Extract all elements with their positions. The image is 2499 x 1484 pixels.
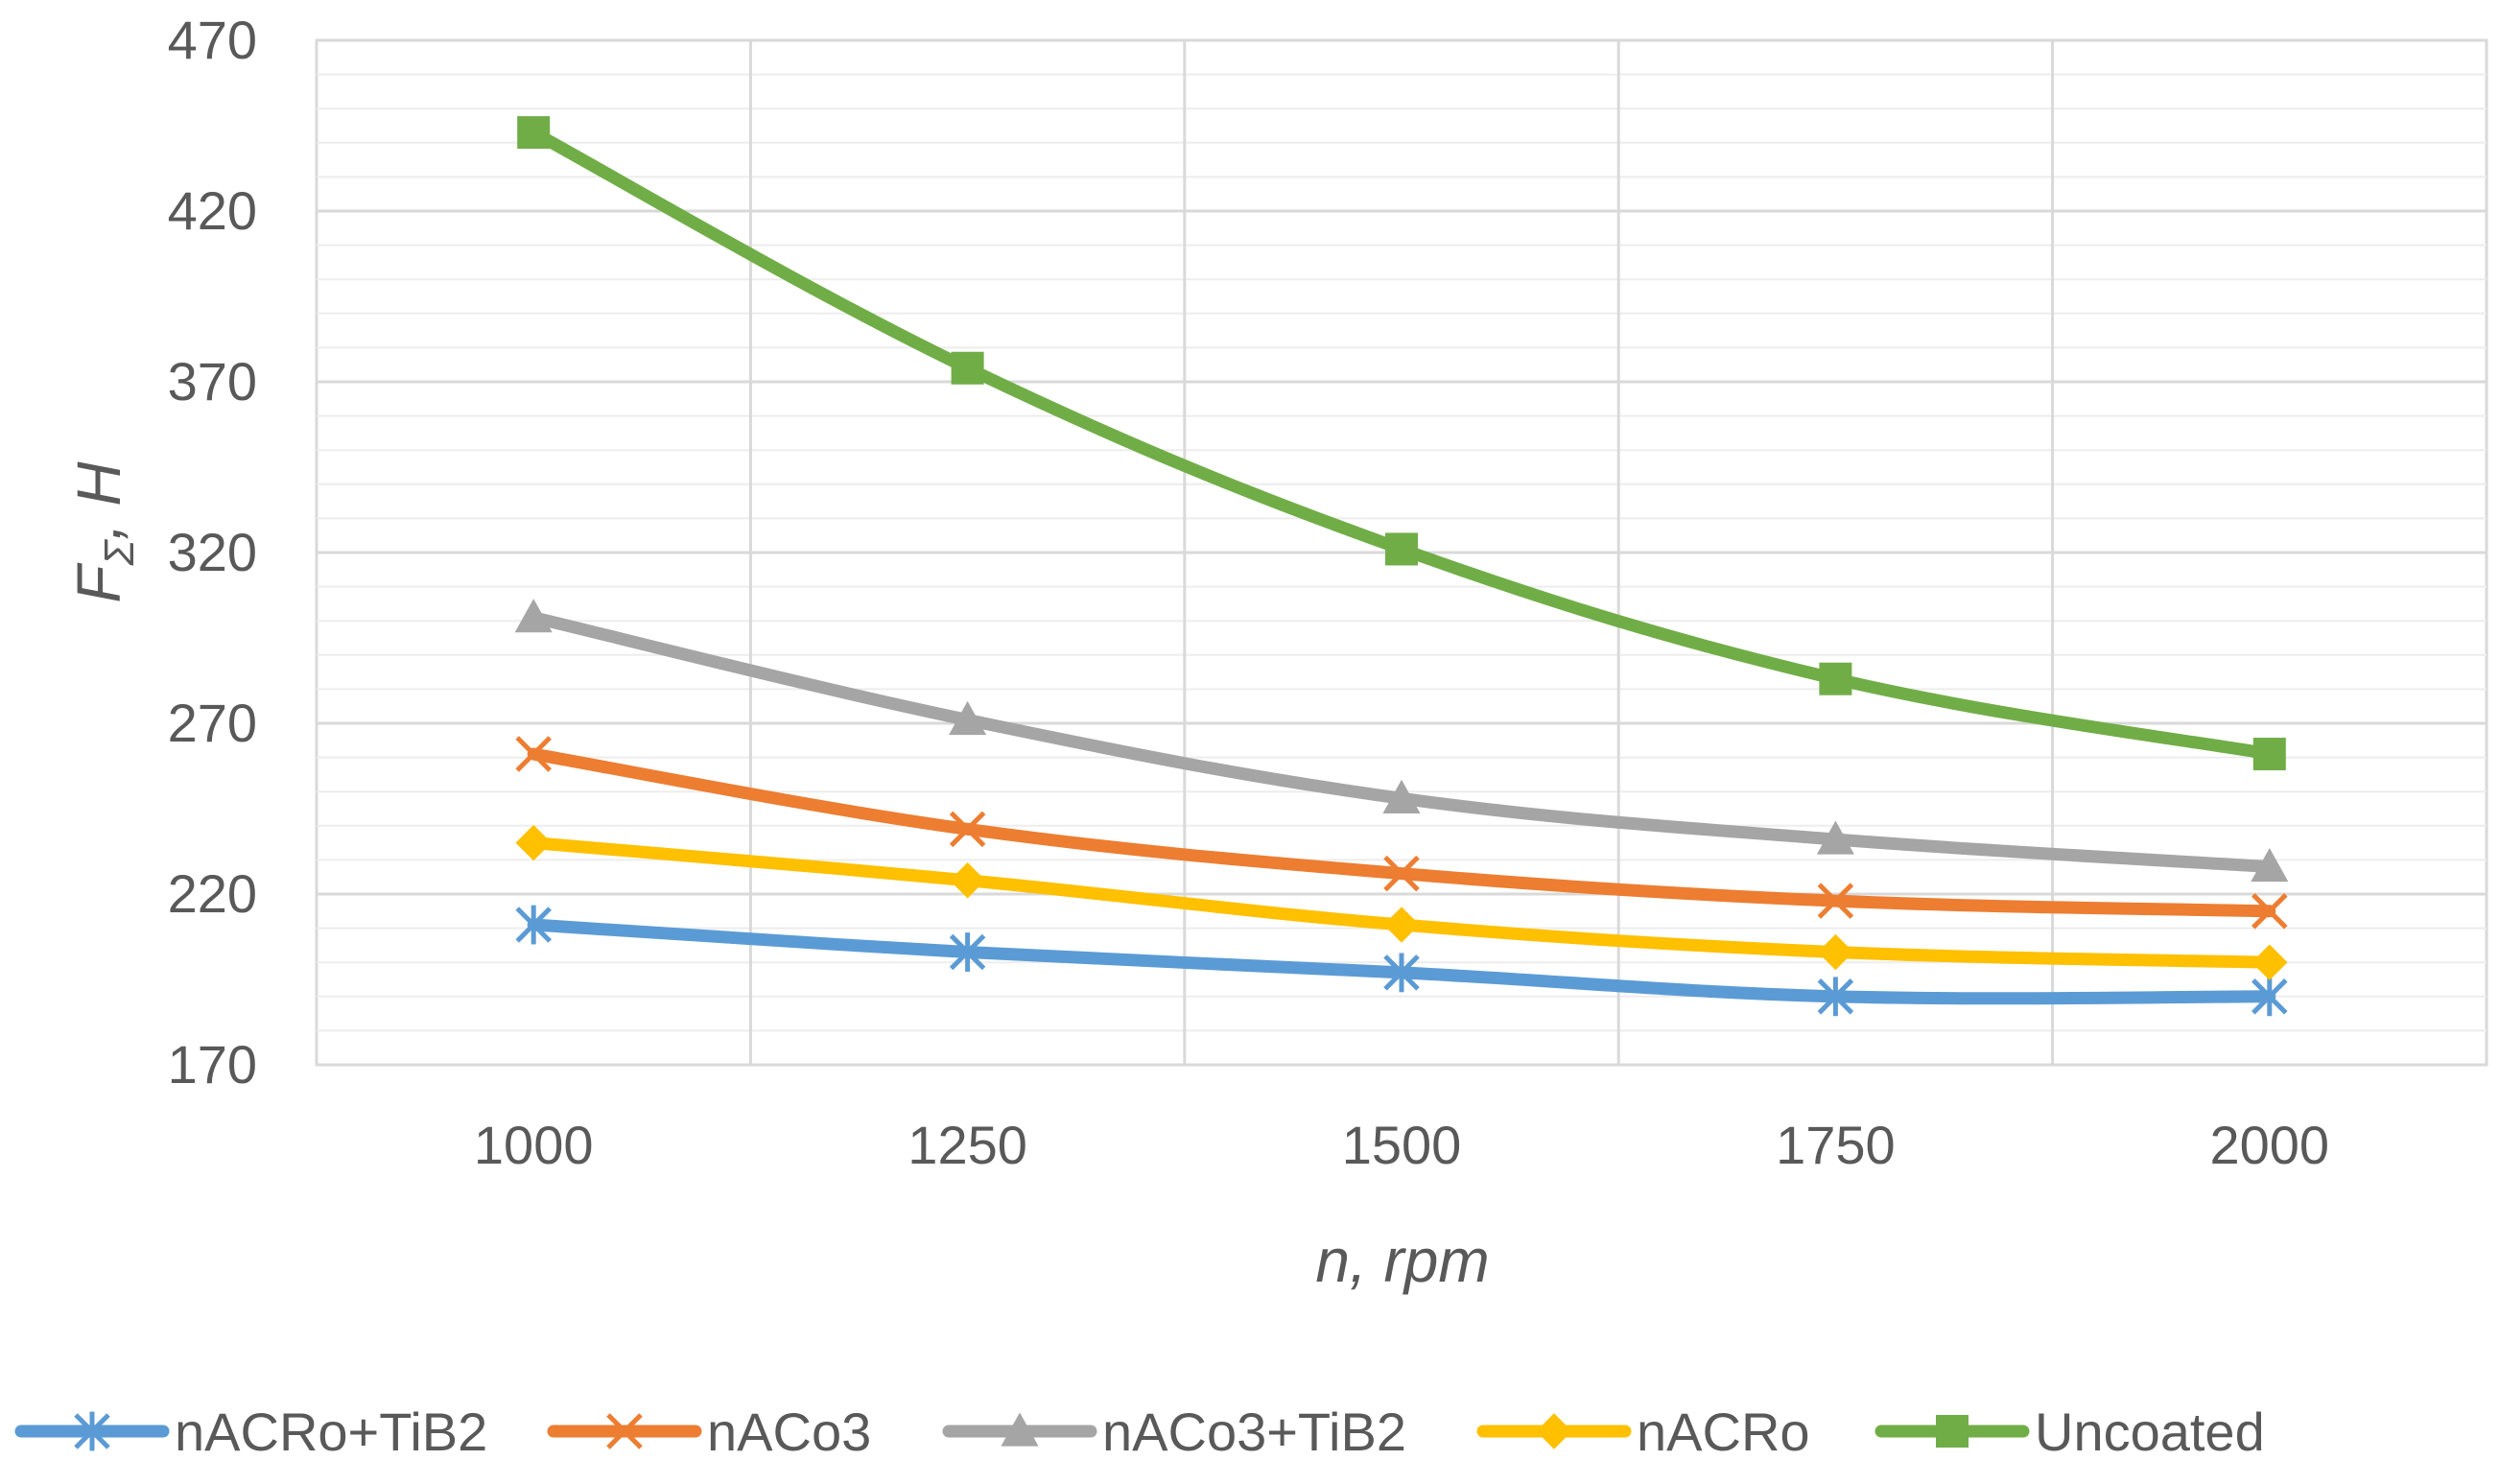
data-point-marker	[515, 824, 552, 861]
data-point-marker	[1536, 1413, 1572, 1449]
data-point-marker	[1819, 662, 1852, 695]
legend-label: Uncoated	[2035, 1402, 2265, 1462]
data-point-marker	[949, 700, 987, 736]
data-point-marker	[515, 736, 552, 772]
data-point-marker	[74, 1411, 110, 1451]
y-axis-title-subscript: Σ	[96, 539, 143, 567]
legend-label: nACo3	[707, 1402, 871, 1462]
x-tick-label: 2000	[2210, 1115, 2330, 1175]
data-point-marker	[2252, 738, 2286, 771]
x-tick-label: 1250	[908, 1115, 1027, 1175]
y-axis-title: FΣ, H	[64, 461, 143, 603]
data-point-marker	[949, 932, 986, 972]
legend-item: nACo3	[547, 1402, 871, 1462]
data-point-marker	[1383, 907, 1420, 943]
legend-label: nACRo	[1637, 1402, 1810, 1462]
data-point-marker	[1001, 1412, 1039, 1447]
y-axis: 170 220 270 320 370 420 470	[168, 10, 257, 1095]
data-point-marker	[517, 116, 551, 150]
x-tick-label: 1750	[1776, 1115, 1896, 1175]
legend-item: nACRo	[1476, 1402, 1810, 1462]
data-point-marker	[1383, 953, 1420, 993]
data-point-marker	[1382, 779, 1421, 813]
y-tick-label: 320	[168, 522, 257, 582]
x-axis: 1000 1250 1500 1750 2000	[474, 1115, 2329, 1175]
legend: nACRo+TiB2 nACo3 nACo3+TiB2 nACRo Uncoated	[14, 1402, 2265, 1462]
data-point-marker	[2251, 893, 2288, 930]
series-nacro	[515, 824, 2288, 980]
data-point-marker	[1817, 883, 1854, 919]
data-point-marker	[949, 811, 986, 848]
data-point-marker	[2251, 944, 2288, 980]
x-axis-title: n, rpm	[1315, 1226, 1489, 1295]
data-point-marker	[2251, 977, 2288, 1017]
y-axis-title-unit: , H	[64, 461, 133, 541]
x-tick-label: 1000	[474, 1115, 594, 1175]
y-tick-label: 370	[168, 351, 257, 412]
y-axis-title-main: F	[64, 562, 133, 603]
data-point-marker	[1816, 820, 1854, 855]
series-naco3	[515, 736, 2288, 930]
data-point-marker	[1383, 855, 1420, 892]
data-point-marker	[606, 1413, 643, 1449]
data-point-marker	[949, 862, 986, 899]
series-nacro-tib2	[515, 905, 2288, 1017]
data-point-marker	[1936, 1415, 1969, 1448]
legend-label: nACo3+TiB2	[1102, 1402, 1406, 1462]
data-point-marker	[1817, 933, 1854, 971]
y-tick-label: 470	[168, 10, 257, 70]
series-layer	[514, 116, 2289, 1017]
data-point-marker	[514, 599, 553, 633]
y-tick-label: 170	[168, 1034, 257, 1095]
series-uncoated	[517, 116, 2286, 771]
y-tick-label: 220	[168, 863, 257, 924]
y-tick-label: 420	[168, 180, 257, 241]
x-tick-label: 1500	[1342, 1115, 1462, 1175]
data-point-marker	[2251, 847, 2289, 883]
legend-item: Uncoated	[1874, 1402, 2265, 1462]
data-point-marker	[1817, 977, 1854, 1017]
series-line	[527, 126, 2276, 761]
legend-item: nACRo+TiB2	[14, 1402, 487, 1462]
y-tick-label: 270	[168, 693, 257, 753]
data-point-marker	[951, 351, 984, 385]
series-naco3-tib2	[514, 599, 2289, 883]
legend-label: nACRo+TiB2	[175, 1402, 487, 1462]
legend-item: nACo3+TiB2	[942, 1402, 1406, 1462]
data-point-marker	[1385, 532, 1418, 566]
data-point-marker	[515, 905, 552, 945]
series-line	[527, 747, 2276, 918]
